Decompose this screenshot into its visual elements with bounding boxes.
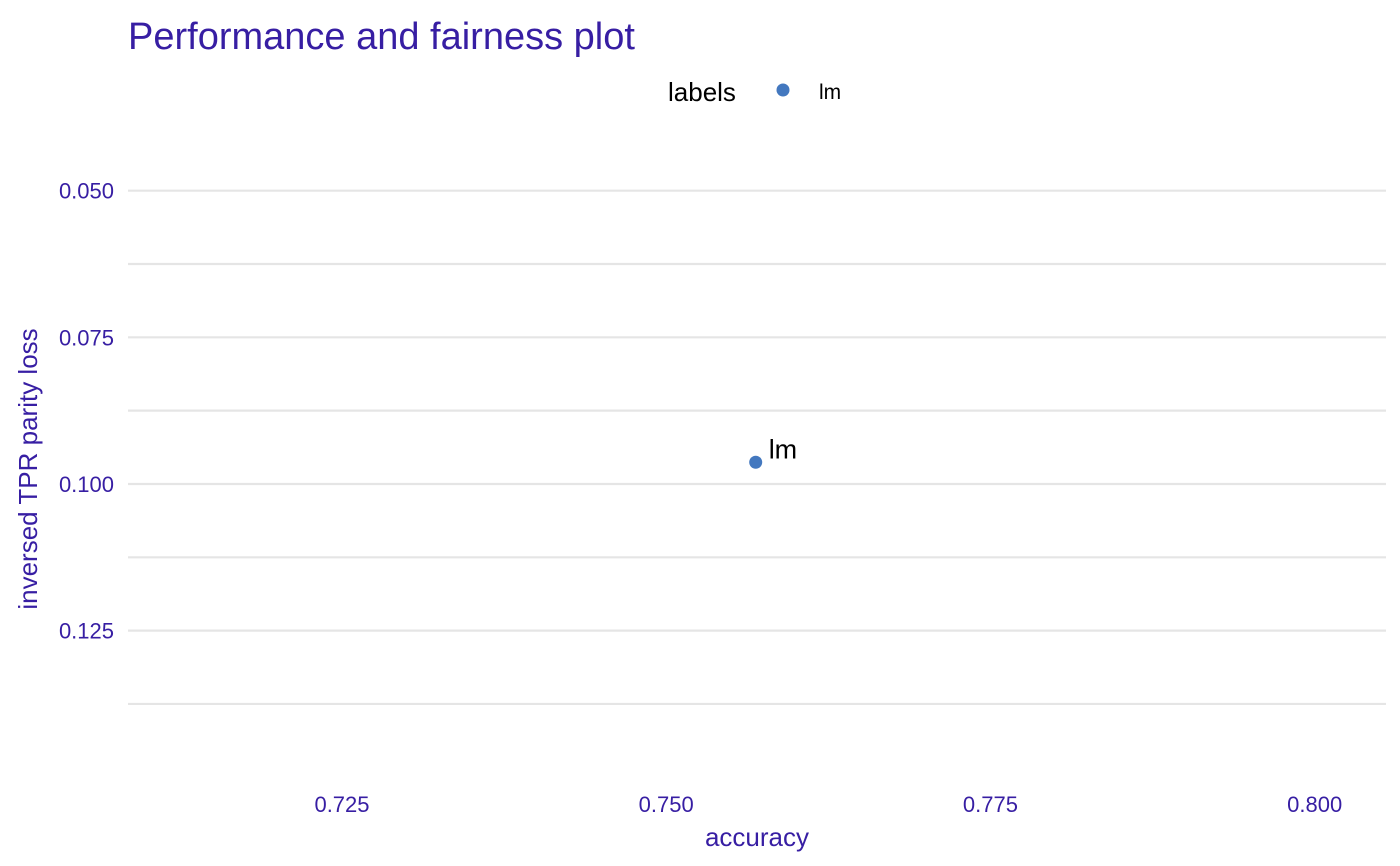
chart-title: Performance and fairness plot	[128, 16, 635, 58]
data-point-lm	[749, 455, 763, 469]
x-tick-label: 0.750	[639, 792, 694, 817]
y-tick-label: 0.075	[59, 325, 114, 350]
legend-title: labels	[668, 77, 736, 107]
x-tick-label: 0.800	[1287, 792, 1342, 817]
x-axis-title: accuracy	[705, 822, 809, 852]
y-axis-title: inversed TPR parity loss	[13, 328, 43, 609]
x-tick-label: 0.725	[314, 792, 369, 817]
y-tick-label: 0.125	[59, 619, 114, 644]
legend-marker-lm	[776, 83, 790, 97]
x-axis-ticks: 0.725 0.750 0.775 0.800	[314, 792, 1342, 817]
y-tick-label: 0.100	[59, 472, 114, 497]
point-label-lm: lm	[769, 434, 798, 464]
legend-label-lm: lm	[819, 81, 841, 104]
y-tick-label: 0.050	[59, 179, 114, 204]
grid-lines	[128, 189, 1386, 706]
x-tick-label: 0.775	[963, 792, 1018, 817]
data-points: lm	[749, 434, 797, 469]
y-axis-ticks: 0.050 0.075 0.100 0.125	[59, 179, 114, 644]
legend: labels lm	[668, 77, 841, 107]
